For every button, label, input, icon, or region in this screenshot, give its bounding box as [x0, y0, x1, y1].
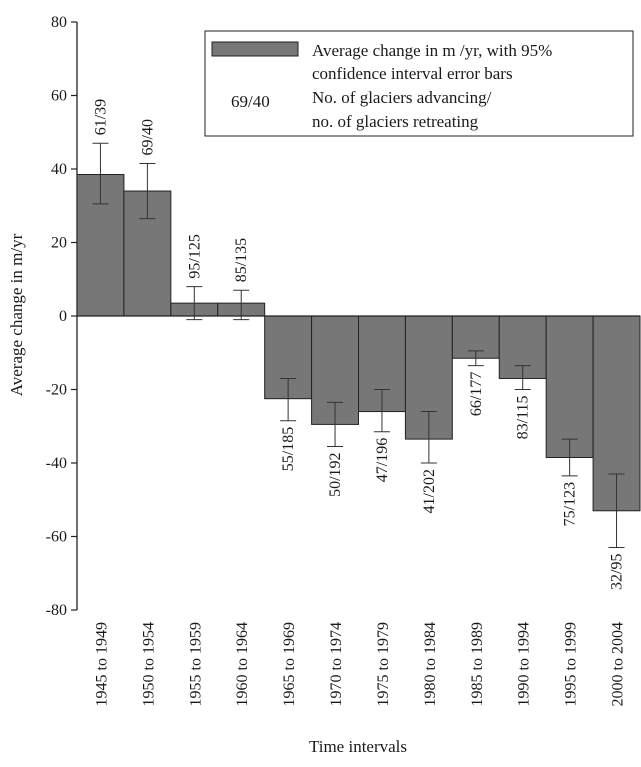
error-bar [561, 438, 578, 477]
legend-bar-text-line2: confidence interval error bars [312, 64, 513, 83]
count-label: 83/115 [515, 396, 532, 440]
count-label: 32/95 [609, 554, 626, 590]
x-tick-label: 1995 to 1999 [563, 622, 580, 706]
bar-group [76, 174, 641, 512]
x-tick-label: 1965 to 1969 [281, 622, 298, 706]
y-tick-label: 20 [51, 235, 67, 252]
legend: Average change in m /yr, with 95% confid… [204, 30, 634, 137]
count-label: 75/123 [562, 482, 579, 526]
x-tick-label: 1975 to 1979 [375, 622, 392, 706]
error-bar [186, 286, 203, 321]
y-tick-label: 60 [51, 88, 67, 105]
error-bar [467, 350, 484, 367]
y-axis-label: Average change in m/yr [7, 233, 26, 396]
x-tick-label: 1990 to 1994 [516, 622, 533, 706]
error-bar [373, 389, 390, 433]
count-label: 69/40 [139, 119, 156, 155]
x-tick-label: 2000 to 2004 [610, 622, 627, 706]
legend-sample-label: 69/40 [231, 92, 270, 111]
count-label: 95/125 [186, 234, 203, 278]
y-axis: 80 60 40 20 0 -20 -40 -60 -80 [46, 14, 78, 619]
y-tick-group: 80 60 40 20 0 -20 -40 -60 -80 [46, 14, 77, 619]
count-label: 61/39 [92, 99, 109, 135]
legend-label-text-line2: no. of glaciers retreating [312, 112, 479, 131]
y-tick-label: -20 [46, 382, 67, 399]
x-tick-label: 1960 to 1964 [234, 622, 251, 706]
legend-bar-text-line1: Average change in m /yr, with 95% [312, 41, 552, 60]
x-tick-label: 1980 to 1984 [422, 622, 439, 706]
x-axis-label: Time intervals [309, 737, 407, 756]
x-tick-group: 1945 to 1949 1950 to 1954 1955 to 1959 1960… [93, 622, 626, 706]
y-tick-label: 80 [51, 14, 67, 31]
y-tick-label: -80 [46, 602, 67, 619]
x-tick-label: 1945 to 1949 [93, 622, 110, 706]
count-label: 41/202 [421, 469, 438, 513]
bar [545, 315, 594, 458]
y-tick-label: 0 [59, 308, 67, 325]
legend-bar-swatch [211, 41, 299, 57]
count-label: 85/135 [233, 238, 250, 282]
count-label: 47/196 [374, 438, 391, 482]
x-tick-label: 1970 to 1974 [328, 622, 345, 706]
error-bar [233, 289, 250, 321]
count-label: 55/185 [280, 427, 297, 471]
error-bar [92, 142, 109, 205]
count-label-group: 61/39 69/40 95/125 85/135 55/185 50/192 47/196… [92, 99, 625, 590]
x-tick-label: 1985 to 1989 [469, 622, 486, 706]
legend-label-text-line1: No. of glaciers advancing/ [312, 88, 492, 107]
error-bar [420, 411, 437, 464]
count-label: 50/192 [327, 452, 344, 496]
error-bar [139, 162, 156, 220]
error-bar [280, 377, 297, 422]
y-tick-label: 40 [51, 161, 67, 178]
error-bar-group [92, 142, 625, 549]
error-bar [608, 473, 625, 549]
x-tick-label: 1955 to 1959 [187, 622, 204, 706]
y-tick-label: -60 [46, 529, 67, 546]
error-bar [327, 401, 344, 447]
error-bar [514, 365, 531, 390]
count-label: 66/177 [468, 372, 485, 416]
y-tick-label: -40 [46, 455, 67, 472]
x-tick-label: 1950 to 1954 [140, 622, 157, 706]
